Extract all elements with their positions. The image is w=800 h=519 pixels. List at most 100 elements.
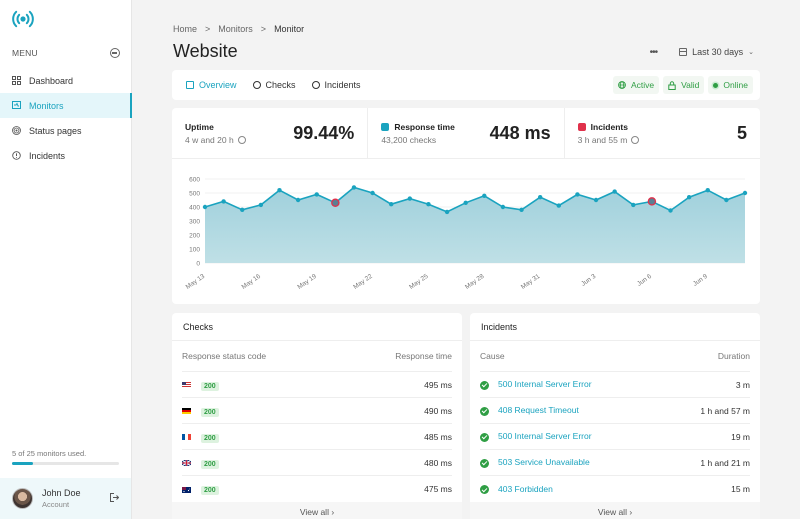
sidebar-item-status-pages[interactable]: Status pages [0, 118, 132, 143]
breadcrumb: Home > Monitors > Monitor [173, 24, 304, 34]
user-name: John Doe [42, 488, 81, 498]
table-row[interactable]: 503 Service Unavailable 1 h and 21 m [480, 450, 750, 476]
incident-cause-link[interactable]: 503 Service Unavailable [498, 457, 590, 468]
checks-panel: Checks Response status code Response tim… [172, 313, 462, 519]
badge-label: Active [630, 80, 655, 90]
info-icon[interactable] [631, 135, 640, 144]
tab-label: Incidents [324, 80, 361, 90]
tab-checks[interactable]: Checks [245, 70, 304, 100]
usage-text: 5 of 25 monitors used. [12, 449, 87, 458]
status-badge-online: Online [708, 76, 753, 94]
status-code-badge: 200 [201, 407, 219, 417]
response-time-value: 490 ms [424, 405, 452, 416]
incident-duration: 15 m [731, 484, 750, 494]
date-range-select[interactable]: Last 30 days ⌄ [673, 44, 760, 60]
table-row[interactable]: 200 490 ms [182, 398, 452, 424]
column-header: Duration [717, 351, 750, 361]
status-code-badge: 200 [201, 459, 219, 469]
date-range-label: Last 30 days [692, 47, 744, 57]
overview-card: Uptime 4 w and 20 h 99.44% Response time… [172, 108, 760, 304]
incident-cause-link[interactable]: 403 Forbidden [498, 483, 553, 494]
incidents-panel: Incidents Cause Duration 500 Internal Se… [470, 313, 760, 519]
stat-incidents: Incidents 3 h and 55 m 5 [565, 108, 760, 158]
breadcrumb-home[interactable]: Home [173, 24, 198, 34]
panel-title: Checks [172, 313, 462, 341]
response-time-chart[interactable]: 0 100 200 300 400 500 600 May 13 May 16 May 19 May… [172, 168, 760, 298]
sidebar: MENU Dashboard Monitors Status pages Inc… [0, 0, 132, 519]
legend-square-icon [381, 122, 390, 131]
chevron-down-icon: ⌄ [748, 49, 754, 56]
broadcast-icon [12, 126, 21, 135]
svg-text:May 31: May 31 [520, 273, 542, 291]
incident-cause-link[interactable]: 500 Internal Server Error [498, 431, 592, 442]
collapse-menu-icon[interactable] [110, 48, 120, 58]
svg-text:May 13: May 13 [185, 273, 207, 291]
tab-overview[interactable]: Overview [178, 70, 245, 100]
stat-response-time: Response time 43,200 checks 448 ms [368, 108, 565, 158]
flag-fr-icon [182, 432, 201, 442]
calendar-icon [679, 48, 688, 56]
target-icon [252, 81, 261, 89]
table-row[interactable]: 403 Forbidden 15 m [480, 476, 750, 502]
table-row[interactable]: 200 495 ms [182, 372, 452, 398]
check-circle-icon [480, 406, 489, 416]
incident-cause-link[interactable]: 408 Request Timeout [498, 405, 579, 416]
flag-gb-icon [182, 458, 201, 468]
breadcrumb-separator: > [205, 24, 211, 34]
info-icon[interactable] [237, 135, 246, 144]
stat-value: 99.44% [293, 122, 355, 143]
stats-row: Uptime 4 w and 20 h 99.44% Response time… [172, 108, 760, 159]
response-time-value: 480 ms [424, 457, 452, 468]
sidebar-item-incidents[interactable]: Incidents [0, 143, 132, 168]
logout-icon[interactable] [110, 493, 119, 502]
table-row[interactable]: 200 475 ms [182, 476, 452, 502]
incident-duration: 3 m [735, 379, 750, 390]
svg-text:0: 0 [196, 261, 200, 268]
incident-cause-link[interactable]: 500 Internal Server Error [498, 379, 592, 390]
incident-duration: 1 h and 21 m [700, 457, 750, 468]
tab-bar: Overview Checks Incidents Active Valid O… [172, 70, 760, 100]
tab-incidents[interactable]: Incidents [304, 70, 369, 100]
more-options-button[interactable]: ••• [649, 46, 658, 58]
sidebar-item-label: Monitors [29, 100, 64, 111]
usage-progress-bar [12, 462, 119, 465]
check-circle-icon [480, 432, 489, 442]
svg-text:May 19: May 19 [296, 273, 318, 291]
column-header: Cause [480, 351, 505, 361]
user-account[interactable]: John Doe Account [0, 478, 131, 519]
sidebar-item-label: Status pages [29, 125, 82, 136]
page-title: Website [173, 41, 238, 61]
status-code-badge: 200 [201, 433, 219, 443]
view-all-checks-link[interactable]: View all › [172, 502, 462, 519]
svg-text:100: 100 [189, 247, 200, 254]
chart-icon [186, 81, 194, 89]
status-code-badge: 200 [201, 486, 219, 495]
stat-value: 5 [736, 122, 747, 143]
sidebar-item-dashboard[interactable]: Dashboard [0, 68, 132, 93]
table-header: Response status code Response time [182, 341, 452, 372]
badge-label: Valid [681, 80, 700, 90]
svg-text:300: 300 [189, 219, 200, 226]
sidebar-item-monitors[interactable]: Monitors [0, 93, 132, 118]
sidebar-nav: Dashboard Monitors Status pages Incident… [0, 68, 132, 168]
table-row[interactable]: 200 485 ms [182, 424, 452, 450]
online-dot-icon [713, 82, 719, 88]
grid-icon [12, 76, 21, 85]
flag-de-icon [182, 406, 201, 416]
breadcrumb-separator: > [260, 24, 267, 34]
avatar [12, 488, 33, 509]
breadcrumb-monitors[interactable]: Monitors [218, 24, 253, 34]
table-row[interactable]: 500 Internal Server Error 3 m [480, 372, 750, 398]
table-row[interactable]: 500 Internal Server Error 19 m [480, 424, 750, 450]
svg-text:May 22: May 22 [352, 273, 374, 291]
status-code-badge: 200 [201, 381, 219, 391]
view-all-incidents-link[interactable]: View all › [470, 502, 760, 519]
status-badge-active: Active [612, 76, 660, 94]
table-row[interactable]: 200 480 ms [182, 450, 452, 476]
status-badges: Active Valid Online [612, 76, 753, 94]
badge-label: Online [723, 80, 748, 90]
table-row[interactable]: 408 Request Timeout 1 h and 57 m [480, 398, 750, 424]
breadcrumb-current: Monitor [274, 24, 305, 34]
broadcast-logo-icon[interactable] [12, 8, 34, 30]
svg-text:Jun 6: Jun 6 [636, 273, 653, 288]
